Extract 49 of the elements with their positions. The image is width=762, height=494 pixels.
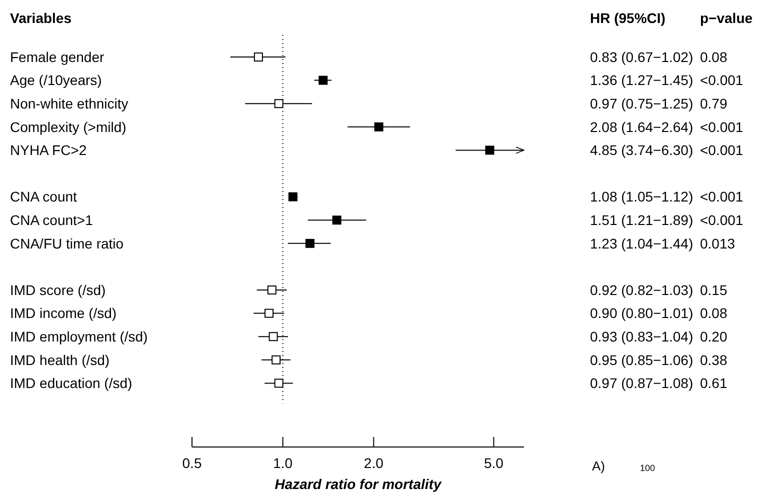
- y-tick-label: NYHA FC>2: [10, 142, 87, 158]
- y-tick-label: IMD education (/sd): [10, 375, 132, 392]
- text: A): [592, 458, 605, 474]
- text: 4.85 (3.74−6.30): [590, 142, 694, 158]
- x-tick-label: 5.0: [484, 454, 504, 471]
- y-tick-label: IMD income (/sd): [10, 305, 117, 322]
- y-tick-label: Female gender: [10, 48, 105, 65]
- y-tick-label: Age (/10years): [10, 72, 102, 88]
- text: 0.61: [700, 375, 728, 392]
- text: 0.08: [700, 48, 728, 65]
- text: <0.001: [700, 118, 744, 135]
- text: 0.08: [700, 305, 728, 322]
- text: 1.23 (1.04−1.44): [590, 235, 694, 252]
- text: 0.97 (0.75−1.25): [590, 96, 694, 112]
- y-tick-label: Non-white ethnicity: [10, 96, 128, 112]
- text: 0.38: [700, 352, 728, 368]
- text: 1.08 (1.05−1.12): [590, 188, 694, 205]
- text: <0.001: [700, 72, 744, 88]
- y-tick-label: CNA/FU time ratio: [10, 235, 124, 252]
- text: 2.08 (1.64−2.64): [590, 118, 694, 135]
- y-tick-label: IMD health (/sd): [10, 352, 110, 368]
- y-tick-label: Complexity (>mild): [10, 118, 126, 135]
- text: p−value: [700, 10, 753, 26]
- text: 0.83 (0.67−1.02): [590, 48, 694, 65]
- text: 0.97 (0.87−1.08): [590, 375, 694, 392]
- text: 0.79: [700, 96, 728, 112]
- text: 0.92 (0.82−1.03): [590, 282, 694, 298]
- x-tick-label: 2.0: [364, 454, 384, 471]
- text: 0.20: [700, 328, 728, 344]
- text: 1.36 (1.27−1.45): [590, 72, 694, 88]
- text: <0.001: [700, 142, 744, 158]
- text: 0.15: [700, 282, 728, 298]
- text: 0.013: [700, 235, 736, 252]
- text: 100: [640, 463, 656, 474]
- x-tick-label: 1.0: [273, 454, 293, 471]
- y-tick-label: IMD score (/sd): [10, 282, 106, 298]
- text: <0.001: [700, 212, 744, 228]
- text: 1.51 (1.21−1.89): [590, 212, 694, 228]
- text: 0.95 (0.85−1.06): [590, 352, 694, 368]
- y-tick-label: IMD employment (/sd): [10, 328, 148, 344]
- text: <0.001: [700, 188, 744, 205]
- y-tick-label: CNA count>1: [10, 212, 94, 228]
- x-axis-title: Hazard ratio for mortality: [274, 476, 442, 492]
- y-tick-label: CNA count: [10, 188, 78, 205]
- text: 0.90 (0.80−1.01): [590, 305, 694, 322]
- text: 0.93 (0.83−1.04): [590, 328, 694, 344]
- x-tick-label: 0.5: [182, 454, 202, 471]
- text: HR (95%CI): [590, 10, 666, 26]
- y-axis-title: Variables: [10, 10, 72, 26]
